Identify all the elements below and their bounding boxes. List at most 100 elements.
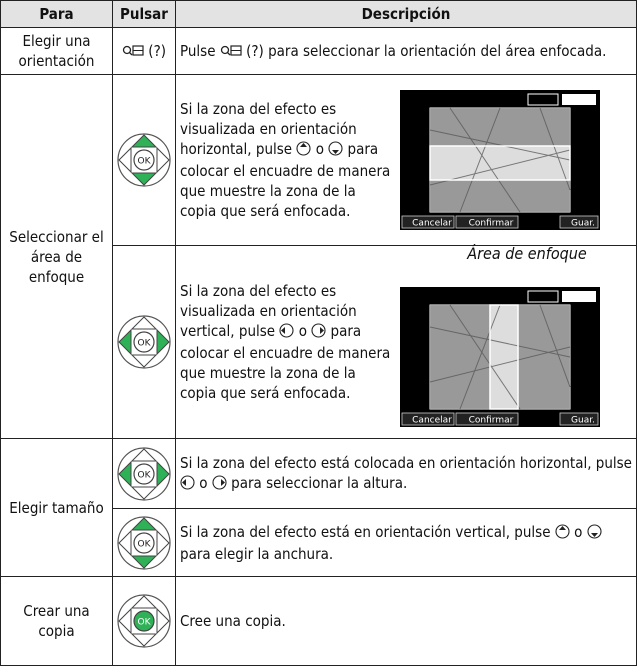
magnifier	[226, 52, 231, 56]
header-cell: Descripción	[175, 0, 637, 28]
pulsar-cell: OK	[112, 508, 176, 577]
header-cell: Pulsar	[112, 0, 176, 28]
pad-arrow	[130, 633, 158, 647]
top-icon	[527, 290, 559, 303]
icon-arrow	[182, 478, 186, 486]
icon-arrow	[281, 327, 286, 334]
screen-button	[559, 412, 599, 426]
text: para colocar el encuadre de manera que m…	[180, 322, 391, 402]
para-cell: Elegir una orientación	[0, 27, 113, 75]
icon-arrow	[320, 327, 325, 334]
direction-icon	[279, 323, 294, 338]
pad-arrow	[156, 529, 170, 556]
multi-selector-icon: OK	[117, 515, 171, 570]
screen-button-label: Guar.	[571, 219, 595, 229]
pulsar-cell: OK	[112, 576, 176, 666]
magnifier	[129, 52, 133, 56]
ok-label: OK	[138, 157, 152, 167]
screen-button	[559, 215, 599, 229]
pad-center	[133, 610, 155, 632]
screen-button-label: Guar.	[571, 416, 595, 426]
text: (?) para seleccionar la orientación del …	[246, 42, 607, 60]
screen-button-label: Confirmar	[469, 219, 514, 229]
icon-ring	[555, 523, 570, 539]
multi-selector-icon: OK	[117, 446, 171, 501]
desc-cell: Si la zona del efecto es visualizada en …	[175, 74, 637, 246]
pad-arrow	[130, 354, 158, 368]
direction-icon	[180, 474, 195, 490]
text: o	[315, 140, 324, 158]
photo-line	[429, 149, 571, 186]
focus-area	[429, 145, 571, 181]
pad-arrow	[118, 146, 132, 174]
pad-arrow	[118, 607, 132, 635]
header-cell: Para	[0, 0, 113, 28]
top-icon	[562, 94, 596, 105]
pad-arrow	[118, 460, 132, 487]
screen-button-label: Cancelar	[412, 219, 452, 229]
ok-label: OK	[138, 618, 152, 628]
ok-label: OK	[138, 339, 152, 349]
para-cell: Elegir tamaño	[0, 438, 113, 577]
direction-icon	[555, 523, 570, 539]
figure-caption: Área de enfoque	[467, 244, 587, 263]
desc-cell: Pulse (?) para seleccionar la orientació…	[175, 27, 637, 75]
screen-button-label: Cancelar	[412, 416, 452, 426]
desc-cell: Si la zona del efecto está colocada en o…	[175, 438, 637, 509]
screen-button	[401, 412, 455, 426]
top-icon	[562, 291, 596, 302]
multi-selector-icon: OK	[117, 594, 171, 648]
camera-screen: Cancelar Confirmar Guar.	[400, 287, 600, 427]
text: Si la zona del efecto está colocada en o…	[180, 453, 632, 472]
pad-arrow	[156, 146, 170, 174]
pad-center	[133, 331, 155, 353]
camera-screen: Cancelar Confirmar Guar.	[400, 90, 600, 230]
pulsar-cell: OK	[112, 438, 176, 509]
multi-selector-icon: OK	[117, 315, 171, 369]
screen-button-label: Confirmar	[469, 416, 514, 426]
screen-button	[401, 215, 455, 229]
icon-arrow	[590, 532, 598, 537]
icon-ring	[180, 474, 195, 490]
pulsar-text: (?)	[148, 42, 166, 60]
focus-area	[489, 304, 519, 410]
direction-icon	[212, 474, 227, 490]
text: o	[574, 522, 583, 541]
shade	[430, 180, 570, 212]
zoom-icon	[220, 45, 242, 56]
para-cell: Crear una copia	[0, 576, 113, 666]
text: Si la zona del efecto es visualizada en …	[180, 100, 357, 158]
direction-icon	[587, 523, 602, 539]
top-icon	[527, 93, 559, 106]
pad-arrow	[156, 460, 170, 487]
pad-arrow	[130, 486, 158, 500]
magnifier	[122, 45, 132, 55]
direction-icon	[296, 141, 311, 156]
direction-icon	[311, 323, 326, 338]
multi-selector-icon: OK	[117, 133, 171, 187]
pad-arrow	[118, 529, 132, 556]
direction-icon	[328, 141, 343, 156]
zoom-icon	[122, 45, 144, 56]
icon-arrow	[558, 525, 566, 530]
magnifier	[220, 45, 229, 55]
text: para elegir la anchura.	[180, 544, 334, 563]
shade	[518, 305, 570, 409]
para-cell: Seleccionar el área de enfoque	[0, 74, 113, 439]
ok-label: OK	[138, 539, 152, 549]
pad-arrow	[130, 447, 158, 461]
pad-center	[133, 149, 155, 171]
text: para seleccionar la altura.	[231, 473, 408, 492]
shade	[430, 305, 490, 409]
pad-arrow	[130, 134, 158, 148]
pad-arrow	[156, 607, 170, 635]
pad-arrow	[130, 516, 158, 530]
pulsar-cell: OK	[112, 245, 176, 439]
icon-ring	[587, 523, 602, 539]
text: o	[199, 473, 208, 492]
ok-label: OK	[138, 470, 152, 480]
pad-arrow	[130, 316, 158, 330]
text: Si la zona del efecto está en orientació…	[180, 522, 551, 541]
